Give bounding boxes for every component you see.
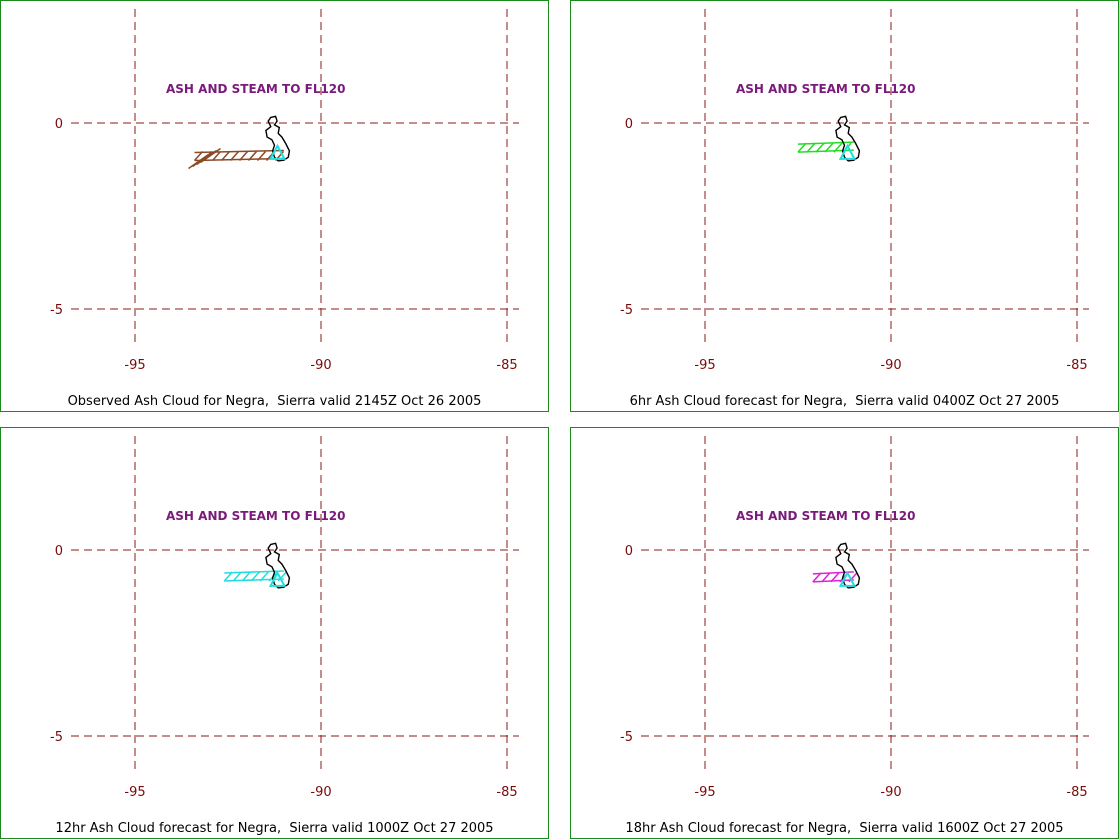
map-canvas: -95 -90 -85 0 -5 ASH AND STEAM TO FL120 bbox=[620, 9, 1089, 373]
map-canvas: -95 -90 -85 0 -5 ASH AND STEAM TO FL120 bbox=[620, 436, 1089, 800]
longitude-tick-label: -85 bbox=[1066, 358, 1087, 373]
latitude-tick-label: 0 bbox=[55, 544, 63, 559]
island-outline bbox=[835, 115, 861, 162]
latitude-tick-label: 0 bbox=[625, 544, 633, 559]
longitude-tick-label: -90 bbox=[880, 358, 901, 373]
panel-caption: 6hr Ash Cloud forecast for Negra, Sierra… bbox=[629, 394, 1060, 409]
panel-caption: 12hr Ash Cloud forecast for Negra, Sierr… bbox=[55, 821, 494, 836]
latitude-tick-label: 0 bbox=[625, 117, 633, 132]
ash-height-annotation: ASH AND STEAM TO FL120 bbox=[736, 82, 916, 96]
panel-caption: 18hr Ash Cloud forecast for Negra, Sierr… bbox=[625, 821, 1064, 836]
map-canvas: -95 -90 -85 0 -5 ASH AND STEAM TO FL120 bbox=[50, 436, 519, 800]
latitude-tick-label: -5 bbox=[50, 730, 63, 745]
map-canvas: -95 -90 -85 0 -5 ASH AND STEAM TO FL120 bbox=[50, 9, 519, 373]
panel-caption: Observed Ash Cloud for Negra, Sierra val… bbox=[67, 394, 482, 409]
ash-height-annotation: ASH AND STEAM TO FL120 bbox=[166, 82, 346, 96]
volcano-marker-icon bbox=[838, 143, 857, 160]
island-outline bbox=[265, 542, 291, 589]
volcano-marker-icon bbox=[268, 570, 287, 587]
latitude-tick-label: 0 bbox=[55, 117, 63, 132]
ash-cloud-hatch bbox=[188, 147, 285, 170]
latitude-tick-label: -5 bbox=[620, 730, 633, 745]
volcano-marker-icon bbox=[268, 143, 287, 160]
map-panel-observed: -95 -90 -85 0 -5 ASH AND STEAM TO FL120 Observ… bbox=[0, 0, 549, 412]
map-panel-12hr-forecast: -95 -90 -85 0 -5 ASH AND STEAM TO FL120 12hr A… bbox=[0, 427, 549, 839]
ash-height-annotation: ASH AND STEAM TO FL120 bbox=[166, 509, 346, 523]
longitude-tick-label: -95 bbox=[694, 785, 715, 800]
map-panel-18hr-forecast: -95 -90 -85 0 -5 ASH AND STEAM TO FL120 18hr A… bbox=[570, 427, 1119, 839]
longitude-tick-label: -85 bbox=[496, 785, 517, 800]
longitude-tick-label: -85 bbox=[1066, 785, 1087, 800]
longitude-tick-label: -85 bbox=[496, 358, 517, 373]
map-panel-6hr-forecast: -95 -90 -85 0 -5 ASH AND STEAM TO FL120 6hr As… bbox=[570, 0, 1119, 412]
ash-height-annotation: ASH AND STEAM TO FL120 bbox=[736, 509, 916, 523]
island-outline bbox=[265, 115, 291, 162]
longitude-tick-label: -90 bbox=[310, 358, 331, 373]
longitude-tick-label: -90 bbox=[310, 785, 331, 800]
longitude-tick-label: -95 bbox=[124, 785, 145, 800]
latitude-tick-label: -5 bbox=[620, 303, 633, 318]
longitude-tick-label: -90 bbox=[880, 785, 901, 800]
island-outline bbox=[835, 542, 861, 589]
longitude-tick-label: -95 bbox=[694, 358, 715, 373]
volcano-marker-icon bbox=[838, 570, 857, 587]
latitude-tick-label: -5 bbox=[50, 303, 63, 318]
longitude-tick-label: -95 bbox=[124, 358, 145, 373]
